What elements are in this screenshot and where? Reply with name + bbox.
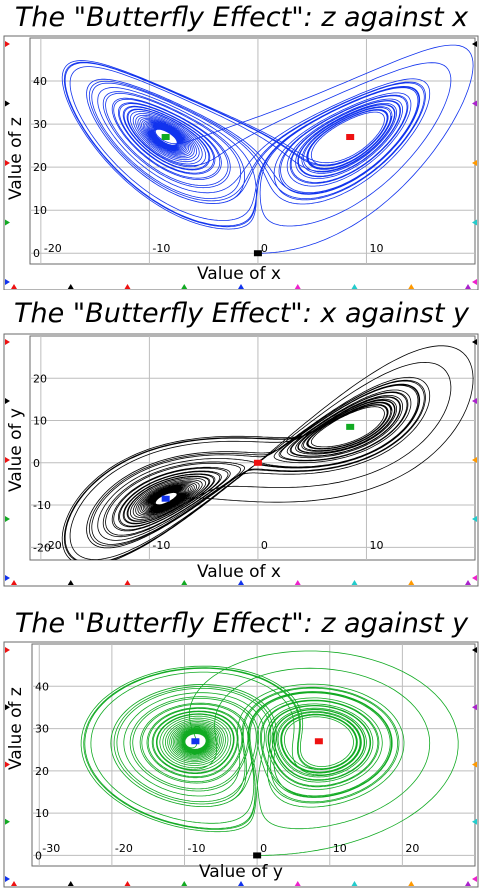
y-tick-label: 20 [33, 372, 47, 385]
edge-arrow [465, 881, 471, 886]
x-axis-label: Value of x [197, 266, 281, 283]
x-tick-label: -10 [152, 539, 170, 552]
y-tick-label: 40 [33, 75, 47, 88]
chart-title: The "Butterfly Effect": z against y [0, 610, 483, 637]
edge-arrow [238, 284, 244, 289]
edge-arrow-right [472, 575, 477, 581]
y-tick-label: 20 [33, 161, 47, 174]
chart-title: The "Butterfly Effect": z against x [0, 4, 483, 31]
x-tick-label: 0 [261, 242, 268, 255]
y-tick-label: 10 [35, 807, 49, 820]
plot-area [30, 336, 475, 560]
y-tick-label: 30 [35, 723, 49, 736]
edge-arrow [352, 881, 358, 886]
edge-arrow-left [5, 398, 10, 404]
chart-panel-z-vs-x: -20 -10 0 10 0 10 20 30 40 The "Butterfly Effect… [0, 0, 483, 290]
edge-arrow [125, 284, 131, 289]
chart-panel-x-vs-y: -20 -10 0 10 -20 -10 0 10 20 The "Butterfly Effe… [0, 296, 483, 594]
edge-arrow-left [5, 220, 10, 226]
y-tick-label: 0 [33, 457, 40, 470]
x-tick-label: -30 [42, 842, 60, 855]
edge-arrow [352, 580, 358, 585]
marker-red [346, 134, 354, 140]
edge-arrow-left [5, 575, 10, 581]
x-tick-label: -20 [44, 242, 62, 255]
marker-green [162, 134, 170, 140]
chart-panel-z-vs-y: -30 -20 -10 0 10 20 0 10 20 30 40 The "Butterfly E… [0, 600, 483, 891]
edge-arrow-left [5, 876, 10, 882]
edge-arrow [68, 284, 74, 289]
edge-arrow [295, 881, 301, 886]
x-tick-label: 10 [369, 539, 383, 552]
x-axis-label: Value of x [197, 564, 281, 581]
edge-arrow [181, 580, 187, 585]
x-tick-label: 20 [405, 842, 419, 855]
edge-arrow [125, 881, 131, 886]
edge-arrow [295, 580, 301, 585]
edge-arrow [68, 580, 74, 585]
y-axis-label: Value of z [8, 687, 25, 770]
edge-arrow [11, 580, 17, 585]
x-axis-label: Value of y [199, 864, 283, 881]
marker-red [254, 460, 262, 466]
edge-arrow [295, 284, 301, 289]
x-tick-label: -10 [188, 842, 206, 855]
y-axis-label: Value of z [8, 117, 25, 200]
y-tick-label: 40 [35, 680, 49, 693]
y-tick-label: 10 [33, 415, 47, 428]
edge-arrow [465, 580, 471, 585]
edge-arrow [181, 284, 187, 289]
y-axis-label: Value of y [8, 408, 25, 492]
edge-arrow [408, 580, 414, 585]
x-tick-label: 10 [333, 842, 347, 855]
y-tick-label: -10 [33, 499, 51, 512]
edge-arrow [125, 580, 131, 585]
y-tick-label: 10 [33, 204, 47, 217]
edge-arrow-left [5, 279, 10, 285]
y-tick-label: 0 [33, 247, 40, 260]
chart-title: The "Butterfly Effect": x against y [0, 300, 483, 327]
x-tick-label: -20 [115, 842, 133, 855]
edge-arrow [181, 881, 187, 886]
edge-arrow-right [472, 876, 477, 882]
edge-arrow [11, 881, 17, 886]
edge-arrow [408, 881, 414, 886]
edge-arrow [11, 284, 17, 289]
edge-arrow [408, 284, 414, 289]
chart-svg-x-vs-y: -20 -10 0 10-20-1001020 [0, 296, 483, 594]
marker-green [346, 424, 354, 430]
edge-arrow [68, 881, 74, 886]
chart-svg-z-vs-y: -30 -20 -10 0 10 20 0 10 20 30 40 [0, 600, 483, 891]
edge-arrow-left [5, 41, 10, 47]
y-tick-label: 20 [35, 765, 49, 778]
x-tick-label: 10 [369, 242, 383, 255]
y-tick-label: 30 [33, 118, 47, 131]
chart-svg-z-vs-x: -20 -10 0 10 0 10 20 30 40 [0, 0, 483, 290]
edge-arrow-left [5, 516, 10, 522]
x-tick-label: -10 [152, 242, 170, 255]
edge-arrow [352, 284, 358, 289]
marker-red [315, 738, 323, 744]
y-tick-label: 0 [35, 849, 42, 862]
edge-arrow-left [5, 647, 10, 653]
marker-blue [191, 738, 199, 744]
x-tick-label: 0 [260, 842, 267, 855]
x-tick-label: 0 [261, 539, 268, 552]
edge-arrow-left [5, 339, 10, 345]
edge-arrow-left [5, 101, 10, 107]
y-tick-label: -20 [33, 541, 51, 554]
marker-blue [162, 496, 170, 502]
edge-arrow [465, 284, 471, 289]
edge-arrow-left [5, 819, 10, 825]
edge-arrow-right [472, 279, 477, 285]
